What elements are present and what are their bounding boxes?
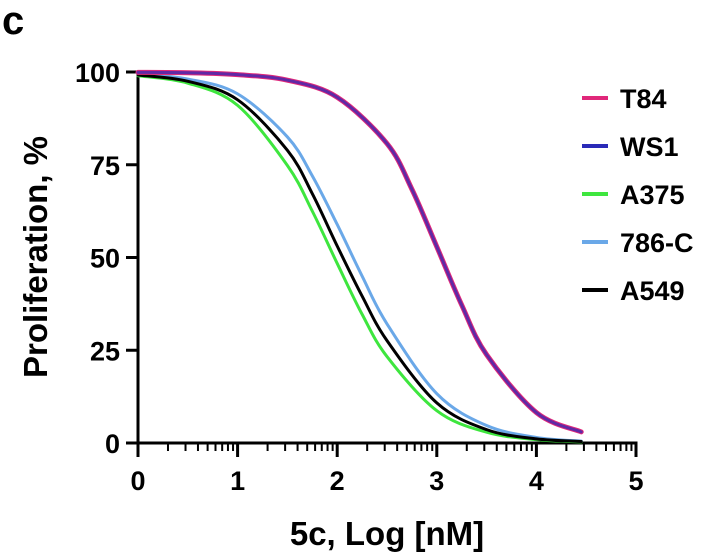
legend: T84 WS1 A375 786-C A549	[582, 84, 694, 306]
panel-label: c	[2, 0, 24, 43]
y-tick-label: 25	[90, 336, 120, 366]
x-tick-label: 4	[529, 466, 544, 496]
series-line-786-o	[136, 72, 583, 443]
legend-label: A549	[620, 276, 685, 306]
legend-label: A375	[620, 180, 685, 210]
y-tick-label: 0	[105, 429, 120, 459]
series-layer	[135, 69, 584, 444]
series-line-ws1	[136, 70, 583, 434]
legend-label: 786-C	[620, 228, 694, 258]
x-tick-label: 1	[230, 466, 245, 496]
series-line-a375	[136, 74, 583, 444]
axes: 0 25 50 75 100 0 1 2 3 4 5	[75, 58, 644, 496]
x-tick-label: 5	[628, 466, 643, 496]
series-line-t84	[135, 69, 584, 435]
legend-label: WS1	[620, 132, 679, 162]
y-tick-label: 75	[90, 151, 120, 181]
x-tick-label: 3	[429, 466, 444, 496]
x-tick-label: 2	[330, 466, 345, 496]
series-line-a549	[136, 73, 583, 444]
y-tick-label: 50	[90, 244, 120, 274]
y-tick-label: 100	[75, 58, 120, 88]
x-tick-label: 0	[130, 466, 145, 496]
legend-label: T84	[620, 84, 667, 114]
y-axis-title: Proliferation, %	[17, 136, 54, 378]
x-axis-title: 5c, Log [nM]	[290, 515, 484, 552]
